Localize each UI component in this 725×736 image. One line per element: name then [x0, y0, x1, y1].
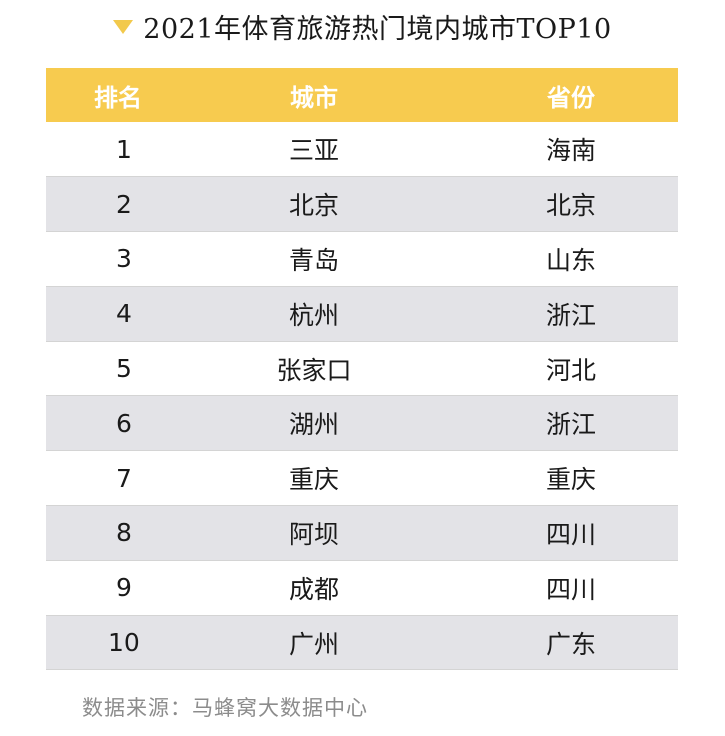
cell-rank: 10: [108, 628, 140, 658]
header-province: 省份: [547, 83, 595, 112]
table-row: 5 张家口 河北: [46, 341, 678, 396]
cell-rank: 2: [116, 189, 132, 219]
cell-city: 张家口: [276, 355, 352, 385]
page-title: 2021年体育旅游热门境内城市TOP10: [143, 13, 612, 45]
cell-province: 四川: [545, 574, 596, 604]
cell-rank: 5: [116, 354, 132, 384]
table-row: 1 三亚 海南: [46, 122, 678, 177]
triangle-down-icon: [113, 20, 134, 34]
cell-rank: 7: [116, 463, 132, 493]
cell-province: 海南: [545, 136, 596, 166]
table-row: 9 成都 四川: [46, 560, 678, 616]
table-row: 8 阿坝 四川: [46, 505, 678, 561]
ranking-table: 排名 城市 省份 1 三亚 海南 2 北京 北京 3 青岛 山东 4 杭州 浙江…: [46, 68, 678, 670]
cell-province: 浙江: [545, 410, 596, 440]
cell-city: 三亚: [288, 136, 339, 166]
data-source-note: 数据来源：马蜂窝大数据中心: [82, 696, 368, 720]
table-row: 6 湖州 浙江: [46, 395, 678, 451]
cell-province: 广东: [545, 629, 596, 659]
cell-province: 河北: [545, 355, 596, 385]
cell-rank: 6: [116, 408, 132, 438]
cell-rank: 8: [116, 518, 132, 548]
header-city: 城市: [290, 83, 338, 112]
cell-province: 北京: [545, 191, 596, 221]
cell-province: 重庆: [545, 465, 596, 495]
cell-city: 重庆: [288, 465, 339, 495]
cell-city: 广州: [288, 629, 339, 659]
header-rank: 排名: [94, 83, 142, 112]
cell-city: 北京: [288, 191, 339, 221]
table-row: 3 青岛 山东: [46, 231, 678, 287]
cell-province: 山东: [545, 245, 596, 275]
cell-city: 成都: [288, 574, 339, 604]
table-row: 10 广州 广东: [46, 615, 678, 670]
table-header-row: 排名 城市 省份: [46, 68, 678, 122]
title-row: 2021年体育旅游热门境内城市TOP10: [0, 4, 725, 48]
cell-rank: 3: [116, 244, 132, 274]
cell-city: 湖州: [288, 410, 339, 440]
cell-city: 杭州: [288, 300, 339, 330]
cell-rank: 4: [116, 299, 132, 329]
cell-city: 青岛: [288, 245, 339, 275]
table-row: 4 杭州 浙江: [46, 286, 678, 342]
cell-city: 阿坝: [288, 519, 339, 549]
cell-rank: 9: [116, 573, 132, 603]
cell-province: 四川: [545, 519, 596, 549]
cell-province: 浙江: [545, 300, 596, 330]
table-row: 2 北京 北京: [46, 176, 678, 232]
cell-rank: 1: [116, 134, 132, 164]
table-row: 7 重庆 重庆: [46, 450, 678, 506]
